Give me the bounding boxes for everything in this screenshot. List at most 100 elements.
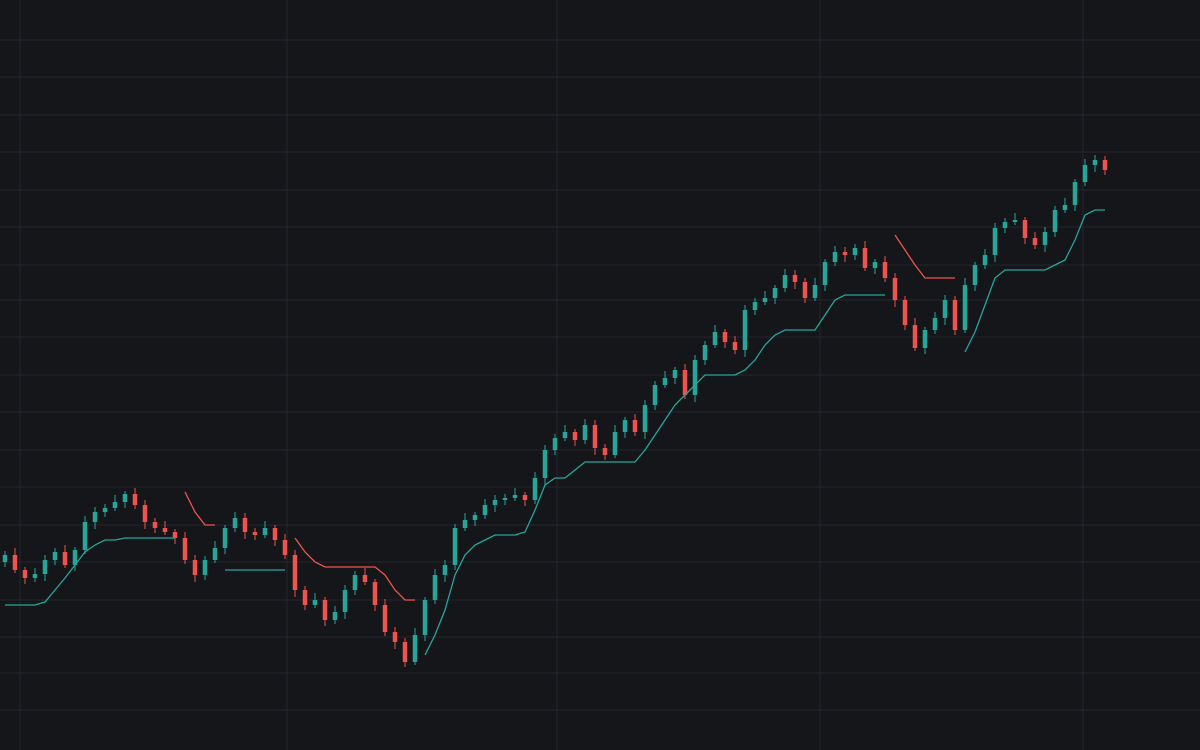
candle-body <box>672 370 678 378</box>
candle-body <box>862 248 868 268</box>
candle-body <box>412 635 418 662</box>
trend-line <box>5 209 1105 656</box>
candle-body <box>252 532 258 535</box>
candle-body <box>422 600 428 635</box>
candle-body <box>762 298 768 302</box>
candle-body <box>492 500 498 505</box>
candle-body <box>602 448 608 455</box>
candle-body <box>22 570 28 578</box>
candle-body <box>782 275 788 288</box>
candle-body <box>852 248 858 255</box>
trend-line <box>184 234 955 601</box>
candle-body <box>362 575 368 582</box>
candle-body <box>152 522 158 528</box>
candle-body <box>642 405 648 432</box>
candle-body <box>112 502 118 508</box>
candle-body <box>562 432 568 438</box>
candle-body <box>242 518 248 532</box>
candle-body <box>842 252 848 255</box>
candle-body <box>772 288 778 298</box>
candle-body <box>612 432 618 455</box>
candle-body <box>872 262 878 268</box>
candle-body <box>232 518 238 528</box>
candle-body <box>582 425 588 440</box>
candle-body <box>342 590 348 612</box>
candle-body <box>442 565 448 575</box>
candle-body <box>32 574 38 578</box>
candle-body <box>1062 205 1068 210</box>
candle-body <box>92 512 98 522</box>
candle-body <box>792 275 798 282</box>
candle-body <box>952 300 958 330</box>
candle-body <box>292 555 298 590</box>
candle-body <box>312 600 318 605</box>
candle-body <box>992 228 998 255</box>
candle-body <box>332 612 338 620</box>
candle-body <box>882 262 888 278</box>
candle-body <box>1032 238 1038 245</box>
candle-body <box>372 582 378 605</box>
candle-body <box>142 505 148 522</box>
candle-body <box>482 505 488 515</box>
candle-body <box>1082 165 1088 182</box>
candle-body <box>12 555 18 570</box>
candle-body <box>122 494 128 502</box>
candle-body <box>822 262 828 285</box>
candle-body <box>812 285 818 298</box>
candle-body <box>832 252 838 262</box>
candle-body <box>452 528 458 565</box>
candle-body <box>472 515 478 520</box>
candle-body <box>982 255 988 265</box>
candle-body <box>922 330 928 348</box>
candle-body <box>932 318 938 330</box>
candle-body <box>752 302 758 310</box>
candle-body <box>102 508 108 512</box>
candle-body <box>462 520 468 528</box>
candle-body <box>942 300 948 318</box>
candle-body <box>322 600 328 620</box>
candle-body <box>692 360 698 395</box>
candle-body <box>722 332 728 342</box>
candle-body <box>1072 182 1078 205</box>
candle-body <box>2 555 8 562</box>
candle-body <box>402 642 408 662</box>
candle-body <box>712 332 718 345</box>
candle-body <box>632 420 638 432</box>
candle-body <box>172 532 178 538</box>
candle-body <box>662 378 668 385</box>
candle-body <box>742 310 748 350</box>
candle-body <box>262 528 268 535</box>
candle-body <box>162 528 168 532</box>
candle-body <box>42 560 48 574</box>
candle-body <box>212 548 218 560</box>
candle-body <box>1022 220 1028 238</box>
candle-body <box>592 425 598 448</box>
candle-body <box>272 528 278 540</box>
candle-body <box>892 278 898 300</box>
candle-body <box>702 345 708 360</box>
candle-body <box>1102 160 1108 170</box>
candle-body <box>202 560 208 575</box>
candle-body <box>392 632 398 642</box>
candle-body <box>432 575 438 600</box>
candle-body <box>912 325 918 348</box>
candle-body <box>542 450 548 478</box>
candle-body <box>1052 210 1058 232</box>
candle-body <box>382 605 388 632</box>
candle-body <box>972 265 978 285</box>
candle-body <box>1002 222 1008 228</box>
candle-body <box>282 540 288 555</box>
candle-body <box>652 385 658 405</box>
candle-body <box>302 590 308 605</box>
candle-body <box>192 560 198 575</box>
candle-body <box>962 285 968 330</box>
candle-body <box>1012 220 1018 222</box>
candle-body <box>732 342 738 350</box>
candle-body <box>572 432 578 440</box>
candle-body <box>502 498 508 500</box>
candle-body <box>62 552 68 565</box>
candle-body <box>802 282 808 298</box>
candle-body <box>512 495 518 498</box>
